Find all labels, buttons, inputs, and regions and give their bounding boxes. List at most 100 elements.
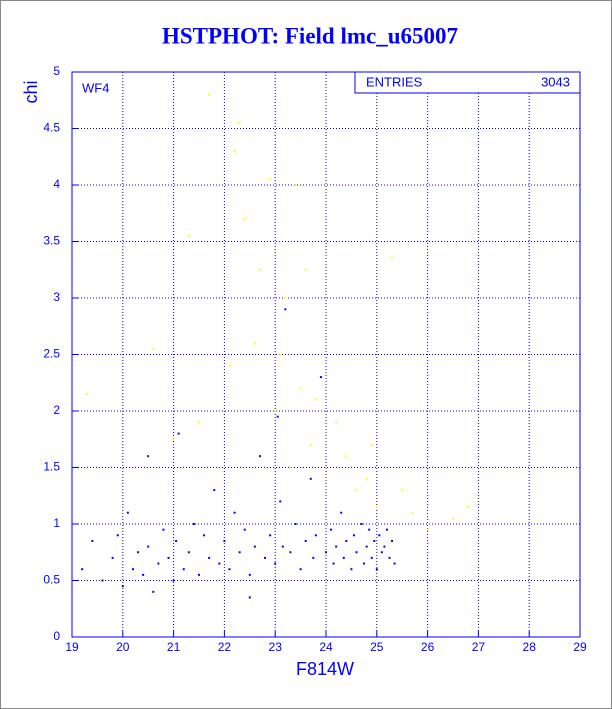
- y-axis-label: chi: [21, 80, 41, 103]
- plot-border: [71, 71, 581, 638]
- point: [208, 93, 211, 96]
- point: [294, 523, 297, 525]
- point: [126, 511, 129, 514]
- point: [167, 556, 170, 559]
- point: [350, 568, 353, 571]
- point: [284, 308, 287, 311]
- point: [253, 545, 256, 548]
- point: [373, 539, 376, 542]
- point: [162, 528, 165, 531]
- point: [248, 573, 251, 576]
- y-tick-label: 4.5: [43, 121, 60, 135]
- point: [335, 545, 338, 548]
- point: [380, 551, 383, 554]
- point: [378, 534, 381, 537]
- point: [264, 556, 267, 559]
- point: [81, 568, 84, 571]
- point: [304, 268, 307, 271]
- point: [91, 539, 94, 542]
- point: [253, 342, 256, 345]
- point: [147, 455, 150, 458]
- point: [147, 545, 150, 548]
- point: [363, 562, 366, 565]
- point: [299, 568, 302, 571]
- point: [391, 257, 394, 260]
- point: [393, 562, 396, 565]
- point: [289, 551, 292, 554]
- point: [233, 511, 236, 514]
- stats-box: [354, 71, 581, 94]
- point: [223, 539, 226, 542]
- point: [157, 562, 160, 565]
- point: [152, 590, 155, 593]
- point: [309, 443, 312, 446]
- point: [391, 539, 394, 542]
- point: [279, 500, 282, 503]
- point: [330, 528, 333, 531]
- point: [309, 477, 312, 480]
- point: [172, 438, 175, 441]
- point: [294, 184, 297, 186]
- point: [314, 534, 317, 537]
- point: [198, 573, 200, 576]
- point: [325, 466, 327, 469]
- x-tick-label: 26: [421, 640, 435, 654]
- point: [111, 556, 114, 559]
- point: [304, 539, 307, 542]
- x-tick-label: 23: [269, 640, 283, 654]
- point: [426, 528, 429, 531]
- point: [101, 579, 104, 582]
- point: [360, 523, 363, 525]
- annotation: WF4: [82, 80, 109, 95]
- point: [342, 556, 345, 559]
- point: [116, 534, 119, 537]
- stats-label: ENTRIES: [366, 74, 423, 89]
- point: [238, 551, 241, 554]
- x-tick-label: 20: [116, 640, 130, 654]
- point: [208, 556, 211, 559]
- point: [314, 398, 317, 401]
- point: [243, 217, 246, 220]
- y-tick-label: 4: [53, 177, 60, 191]
- point: [352, 534, 355, 537]
- point: [452, 517, 454, 520]
- stats-value: 3043: [541, 74, 570, 89]
- x-tick-label: 28: [523, 640, 537, 654]
- point: [383, 545, 386, 548]
- point: [375, 568, 378, 571]
- y-tick-label: 2.5: [43, 347, 60, 361]
- point: [281, 545, 284, 548]
- point: [218, 562, 221, 565]
- point: [269, 178, 272, 181]
- chart-title: HSTPHOT: Field lmc_u65007: [162, 23, 458, 48]
- point: [279, 353, 282, 356]
- x-tick-label: 21: [167, 640, 181, 654]
- point: [213, 489, 216, 492]
- x-tick-label: 27: [472, 640, 486, 654]
- point: [192, 523, 195, 525]
- y-tick-label: 3: [53, 290, 60, 304]
- x-tick-label: 24: [319, 640, 333, 654]
- point: [243, 528, 246, 531]
- point: [228, 364, 231, 367]
- point: [175, 539, 178, 542]
- point: [172, 579, 175, 582]
- point: [388, 556, 391, 559]
- x-tick-label: 29: [573, 640, 587, 654]
- point: [299, 387, 302, 390]
- x-tick-label: 19: [65, 640, 79, 654]
- point: [203, 534, 206, 537]
- point: [467, 506, 470, 509]
- point: [370, 443, 373, 446]
- y-tick-label: 1.5: [43, 460, 60, 474]
- y-tick-label: 0.5: [43, 573, 60, 587]
- x-tick-label: 25: [370, 640, 384, 654]
- point: [411, 511, 414, 514]
- point: [370, 556, 373, 559]
- point: [228, 568, 231, 571]
- y-tick-label: 5: [53, 64, 60, 78]
- point: [258, 268, 261, 271]
- point: [121, 585, 124, 588]
- x-axis-label: F814W: [296, 659, 354, 679]
